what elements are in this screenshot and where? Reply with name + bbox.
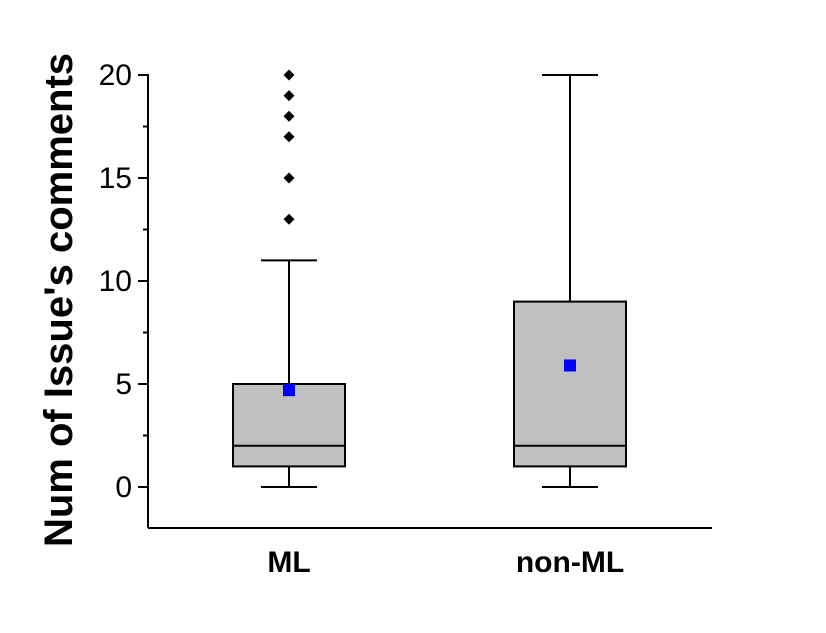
boxes <box>232 69 627 488</box>
y-tick-label-15: 15 <box>99 162 132 195</box>
x-category-label: ML <box>267 546 310 579</box>
outlier-point <box>283 90 295 102</box>
iqr-box <box>513 300 627 468</box>
box-ml <box>232 69 346 488</box>
outlier-point <box>283 110 295 122</box>
outlier-point <box>283 172 295 184</box>
y-tick-label-5: 5 <box>115 368 132 401</box>
outlier-point <box>283 69 295 81</box>
outlier-point <box>283 213 295 225</box>
outlier-point <box>283 131 295 143</box>
y-tick-label-20: 20 <box>99 59 132 92</box>
y-tick-label-10: 10 <box>99 265 132 298</box>
box-non-ml <box>513 74 627 488</box>
y-axis-title: Num of Issue's comments <box>37 53 81 547</box>
y-tick-label-0: 0 <box>115 471 132 504</box>
x-category-label: non-ML <box>516 546 624 579</box>
axes: 0 5 10 15 20 ML non-ML <box>99 59 712 579</box>
mean-marker <box>283 384 295 397</box>
mean-marker <box>564 359 576 372</box>
iqr-box <box>232 383 346 468</box>
